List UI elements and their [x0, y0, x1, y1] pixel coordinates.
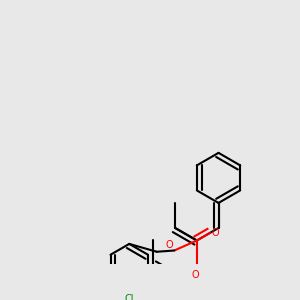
Text: O: O — [192, 270, 199, 280]
Text: O: O — [166, 240, 173, 250]
Text: Cl: Cl — [124, 294, 134, 300]
Text: O: O — [212, 228, 220, 238]
